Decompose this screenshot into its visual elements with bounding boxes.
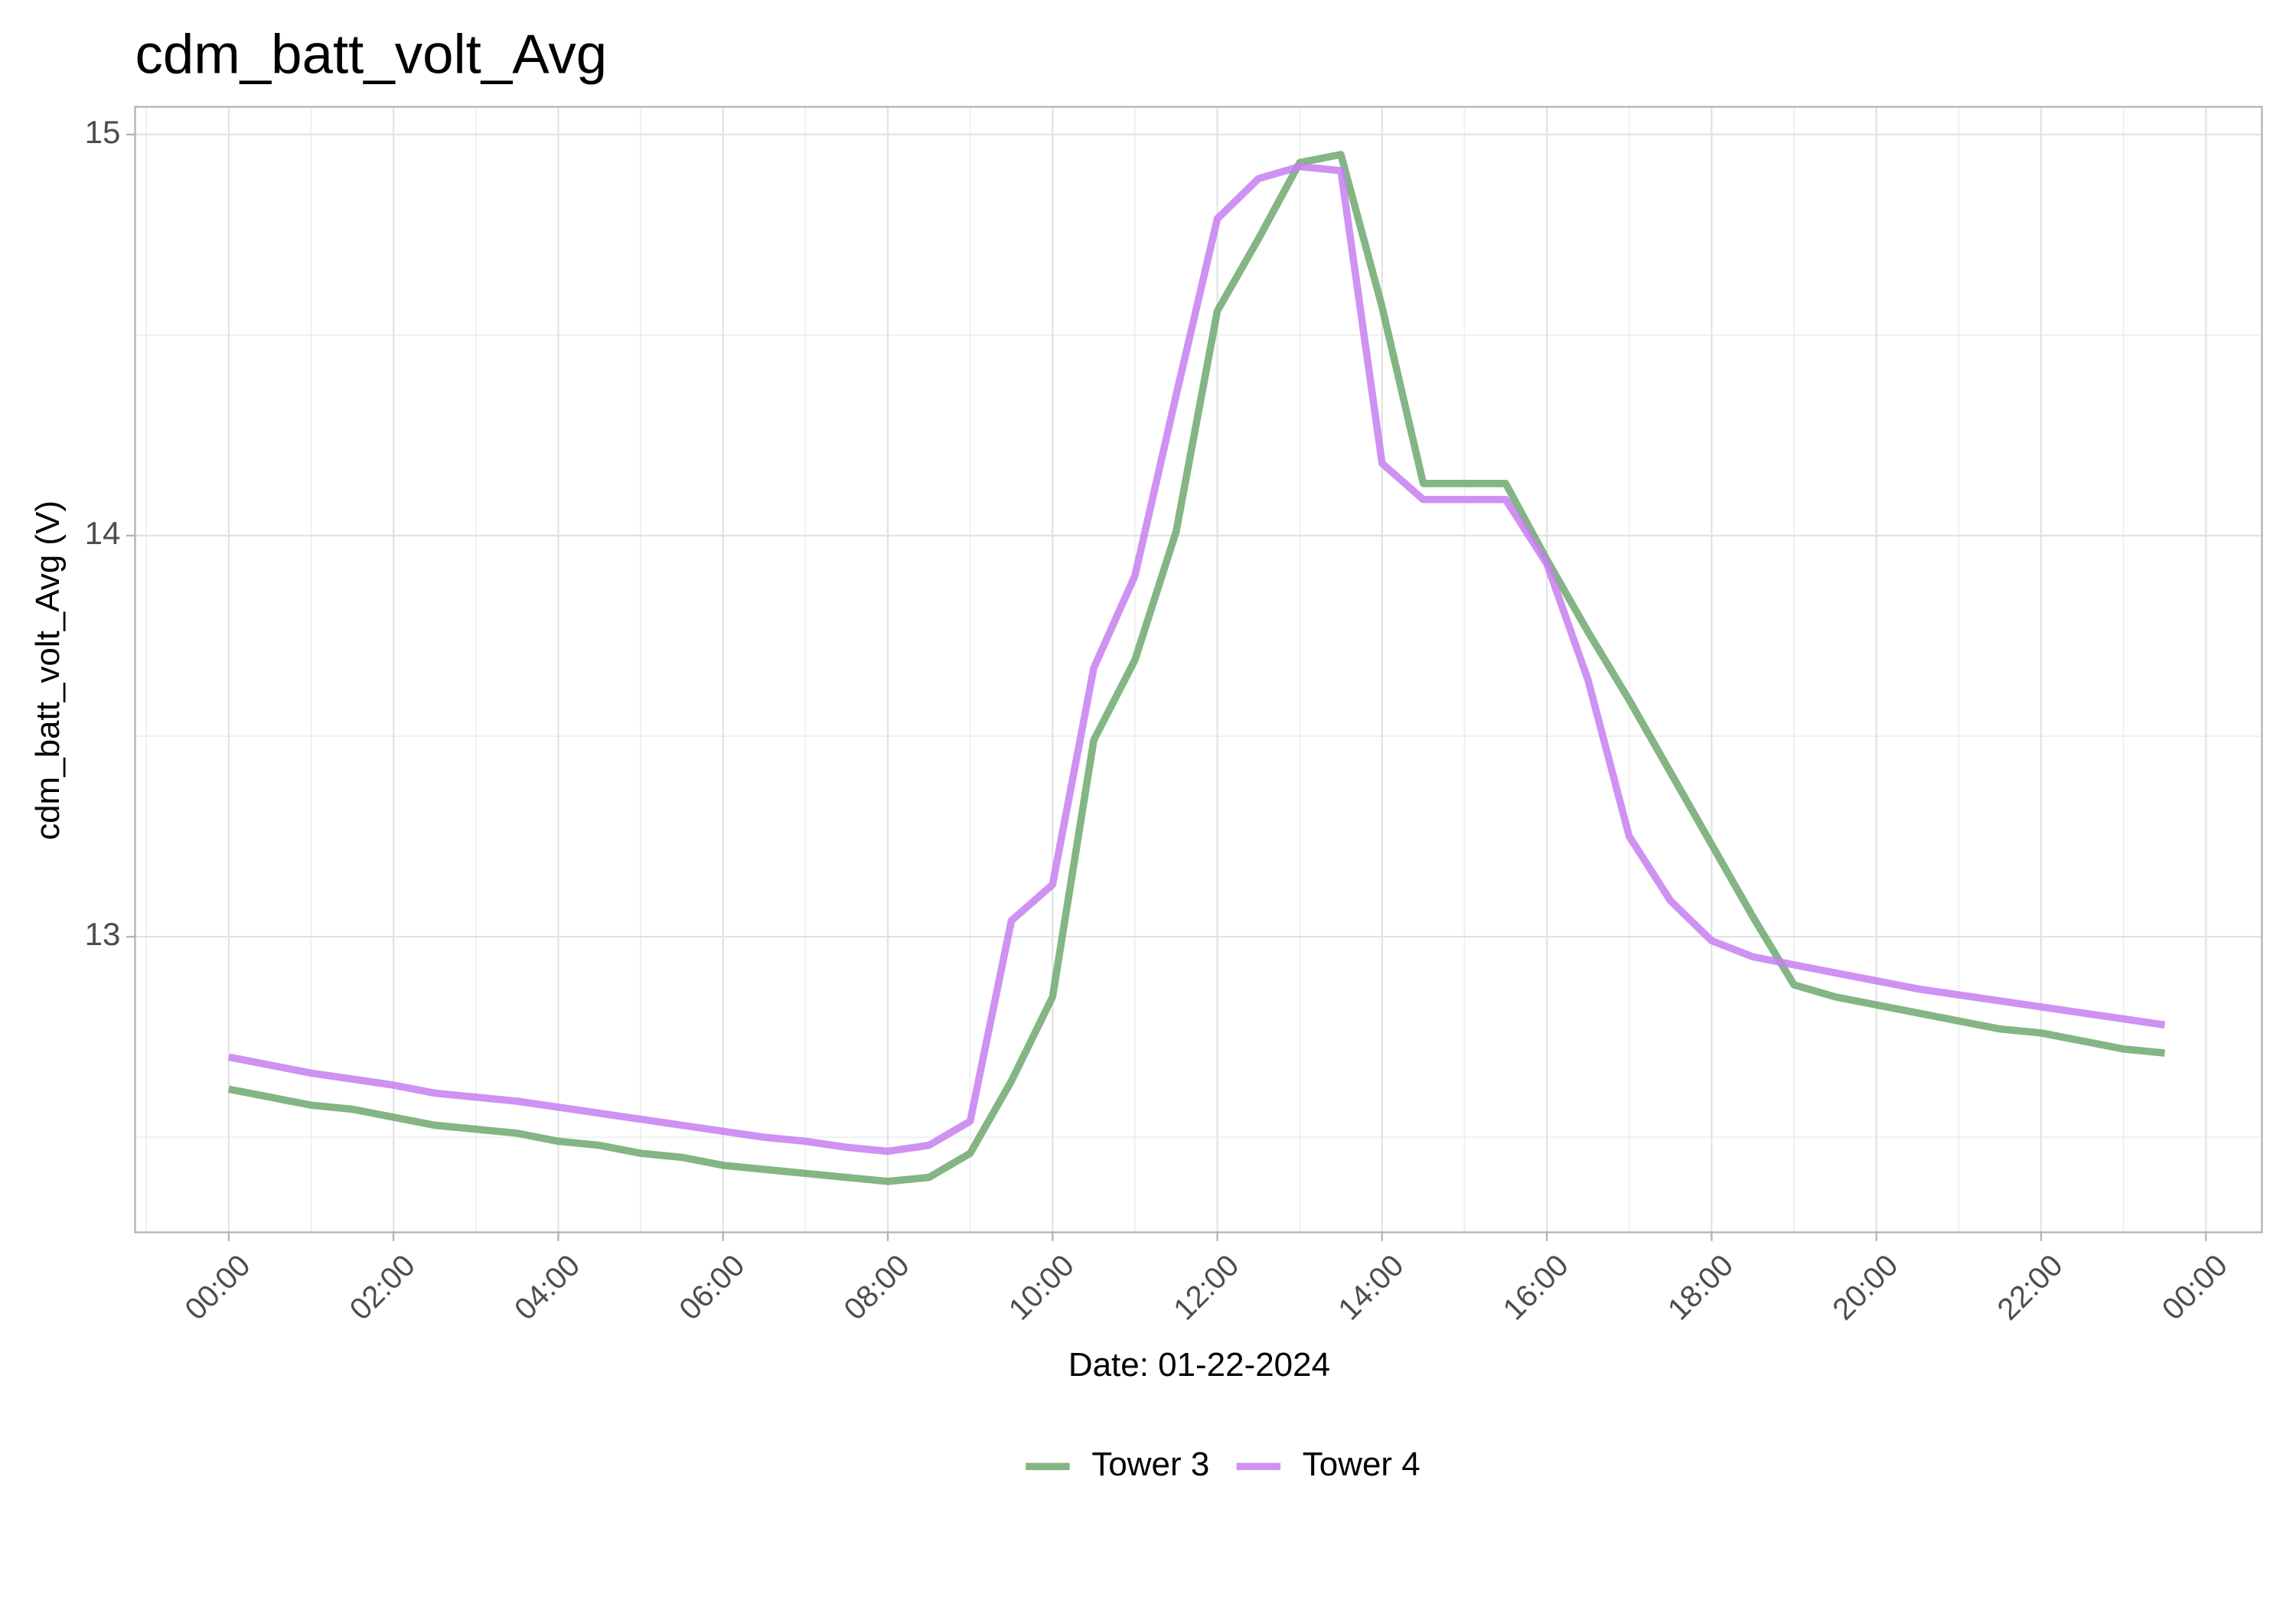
x-axis-label: Date: 01-22-2024 (1068, 1346, 1330, 1384)
y-tick-label: 15 (85, 114, 121, 150)
y-tick-label: 14 (85, 515, 121, 551)
y-axis-label: cdm_batt_volt_Avg (V) (29, 500, 67, 840)
series-line (227, 151, 2165, 1185)
y-tick-label: 13 (85, 916, 121, 952)
series-line (227, 162, 2166, 1156)
panel-border (134, 106, 2263, 1234)
legend-label: Tower 4 (1303, 1446, 1420, 1483)
legend: Tower 3 Tower 4 (1026, 1446, 1420, 1483)
legend-label: Tower 3 (1091, 1446, 1209, 1483)
chart-title: cdm_batt_volt_Avg (135, 24, 608, 86)
